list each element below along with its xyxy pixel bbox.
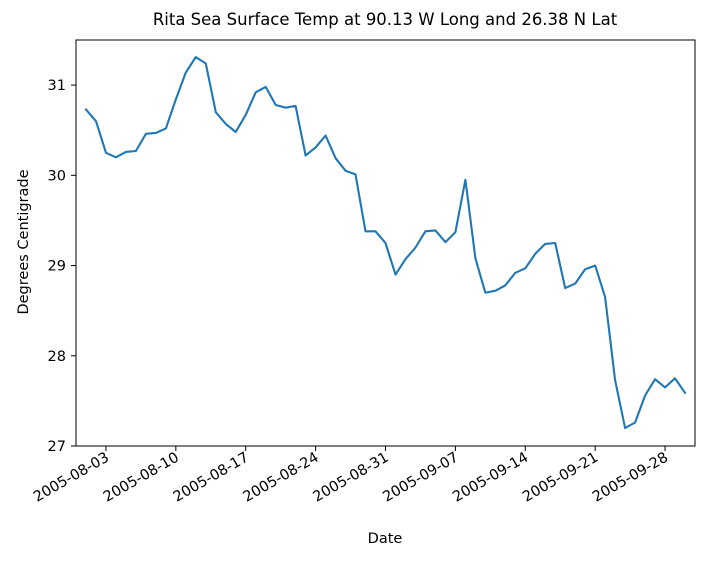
x-tick-label: 2005-08-10 — [101, 450, 182, 506]
y-tick-label: 29 — [48, 259, 66, 275]
series-line — [84, 56, 687, 430]
chart-title: Rita Sea Surface Temp at 90.13 W Long an… — [153, 10, 618, 29]
x-tick-label: 2005-08-03 — [31, 450, 112, 506]
y-tick-label: 28 — [48, 349, 66, 365]
x-tick-label: 2005-09-07 — [380, 450, 461, 506]
x-tick-label: 2005-08-31 — [311, 450, 392, 506]
axis-ticks: 27 28 29 30 31 2005-08-032005-08-102005-08-17… — [31, 78, 671, 505]
y-tick-label: 31 — [48, 78, 66, 94]
x-tick-label: 2005-09-28 — [590, 450, 671, 506]
y-tick-label: 27 — [48, 439, 66, 455]
x-tick-label: 2005-08-17 — [171, 450, 252, 506]
plot-frame — [75, 39, 696, 447]
x-tick-label: 2005-09-14 — [450, 450, 531, 506]
x-tick-label: 2005-08-24 — [241, 450, 322, 506]
y-tick-label: 30 — [48, 168, 66, 184]
x-axis-label: Date — [368, 531, 403, 547]
x-tick-label: 2005-09-21 — [520, 450, 601, 506]
y-axis-label: Degrees Centigrade — [16, 169, 32, 314]
